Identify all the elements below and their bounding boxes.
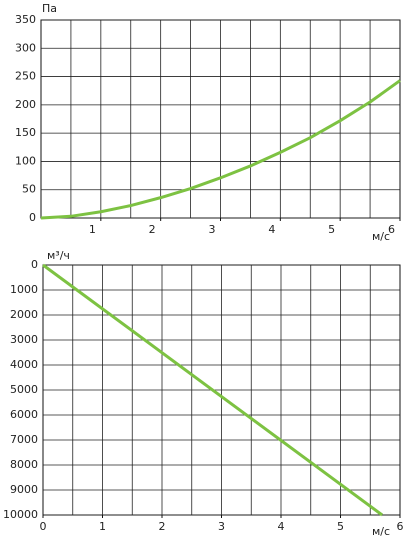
y-tick-label: 350 xyxy=(15,13,36,26)
y-tick-label: 2000 xyxy=(10,308,38,321)
y-tick-label: 3000 xyxy=(10,333,38,346)
y-axis-label: Па xyxy=(42,2,57,15)
y-tick-label: 10000 xyxy=(3,508,38,521)
y-tick-label: 8000 xyxy=(10,458,38,471)
y-tick-label: 50 xyxy=(22,183,36,196)
y-tick-label: 9000 xyxy=(10,483,38,496)
x-tick-label: 6 xyxy=(397,520,404,533)
y-tick-label: 6000 xyxy=(10,408,38,421)
y-tick-label: 200 xyxy=(15,98,36,111)
x-tick-label: 3 xyxy=(209,223,216,236)
x-tick-label: 4 xyxy=(278,520,285,533)
x-axis-label: м/с xyxy=(372,230,390,243)
data-line xyxy=(42,263,384,517)
y-tick-label: 250 xyxy=(15,70,36,83)
x-tick-label: 4 xyxy=(268,223,275,236)
x-tick-label: 1 xyxy=(99,520,106,533)
x-tick-label: 0 xyxy=(40,520,47,533)
x-tick-label: 6 xyxy=(388,223,395,236)
x-tick-label: 5 xyxy=(337,520,344,533)
x-axis-label: м/с xyxy=(372,525,390,538)
x-tick-label: 2 xyxy=(149,223,156,236)
y-tick-label: 4000 xyxy=(10,358,38,371)
y-tick-label: 1000 xyxy=(10,283,38,296)
data-line xyxy=(40,79,401,220)
y-tick-label: 0 xyxy=(29,211,36,224)
y-tick-label: 5000 xyxy=(10,383,38,396)
x-tick-label: 1 xyxy=(89,223,96,236)
x-tick-label: 3 xyxy=(218,520,225,533)
y-tick-label: 150 xyxy=(15,126,36,139)
x-tick-label: 2 xyxy=(159,520,166,533)
y-tick-label: 100 xyxy=(15,154,36,167)
y-tick-label: 300 xyxy=(15,41,36,54)
y-tick-label: 0 xyxy=(31,258,38,271)
y-tick-label: 7000 xyxy=(10,433,38,446)
y-axis-label: м³/ч xyxy=(47,249,70,262)
x-tick-label: 5 xyxy=(328,223,335,236)
